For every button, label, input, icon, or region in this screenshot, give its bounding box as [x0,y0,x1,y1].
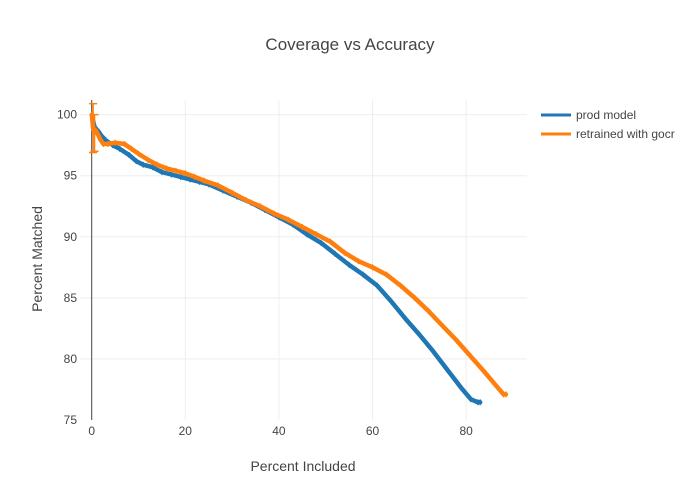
legend-item-1[interactable]: retrained with gocr [541,127,675,141]
x-tick-label: 40 [272,424,286,438]
series-1 [89,111,509,398]
series-line [89,112,509,397]
legend[interactable]: prod model retrained with gocr [541,108,675,141]
y-tick-label: 100 [57,108,77,122]
x-tick-label: 60 [366,424,380,438]
x-tick-label: 80 [459,424,473,438]
y-axis-title: Percent Matched [29,206,45,312]
x-axis-title: Percent Included [250,458,355,474]
y-tick-label: 85 [64,291,78,305]
y-tick-label: 90 [64,230,78,244]
legend-label: prod model [576,108,636,122]
y-tick-label: 80 [64,352,78,366]
legend-label: retrained with gocr [576,127,675,141]
x-tick-label: 20 [179,424,193,438]
series-layer [89,102,509,406]
tick-labels: 75 80 85 90 95 100 0 20 40 60 80 [57,108,473,438]
origin-error-bars [89,102,99,154]
y-tick-label: 95 [64,169,78,183]
grid-lines [80,100,527,420]
chart-title: Coverage vs Accuracy [265,35,435,54]
legend-item-0[interactable]: prod model [541,108,636,122]
series-0 [89,111,483,406]
y-tick-label: 75 [64,413,78,427]
x-tick-label: 0 [88,424,95,438]
